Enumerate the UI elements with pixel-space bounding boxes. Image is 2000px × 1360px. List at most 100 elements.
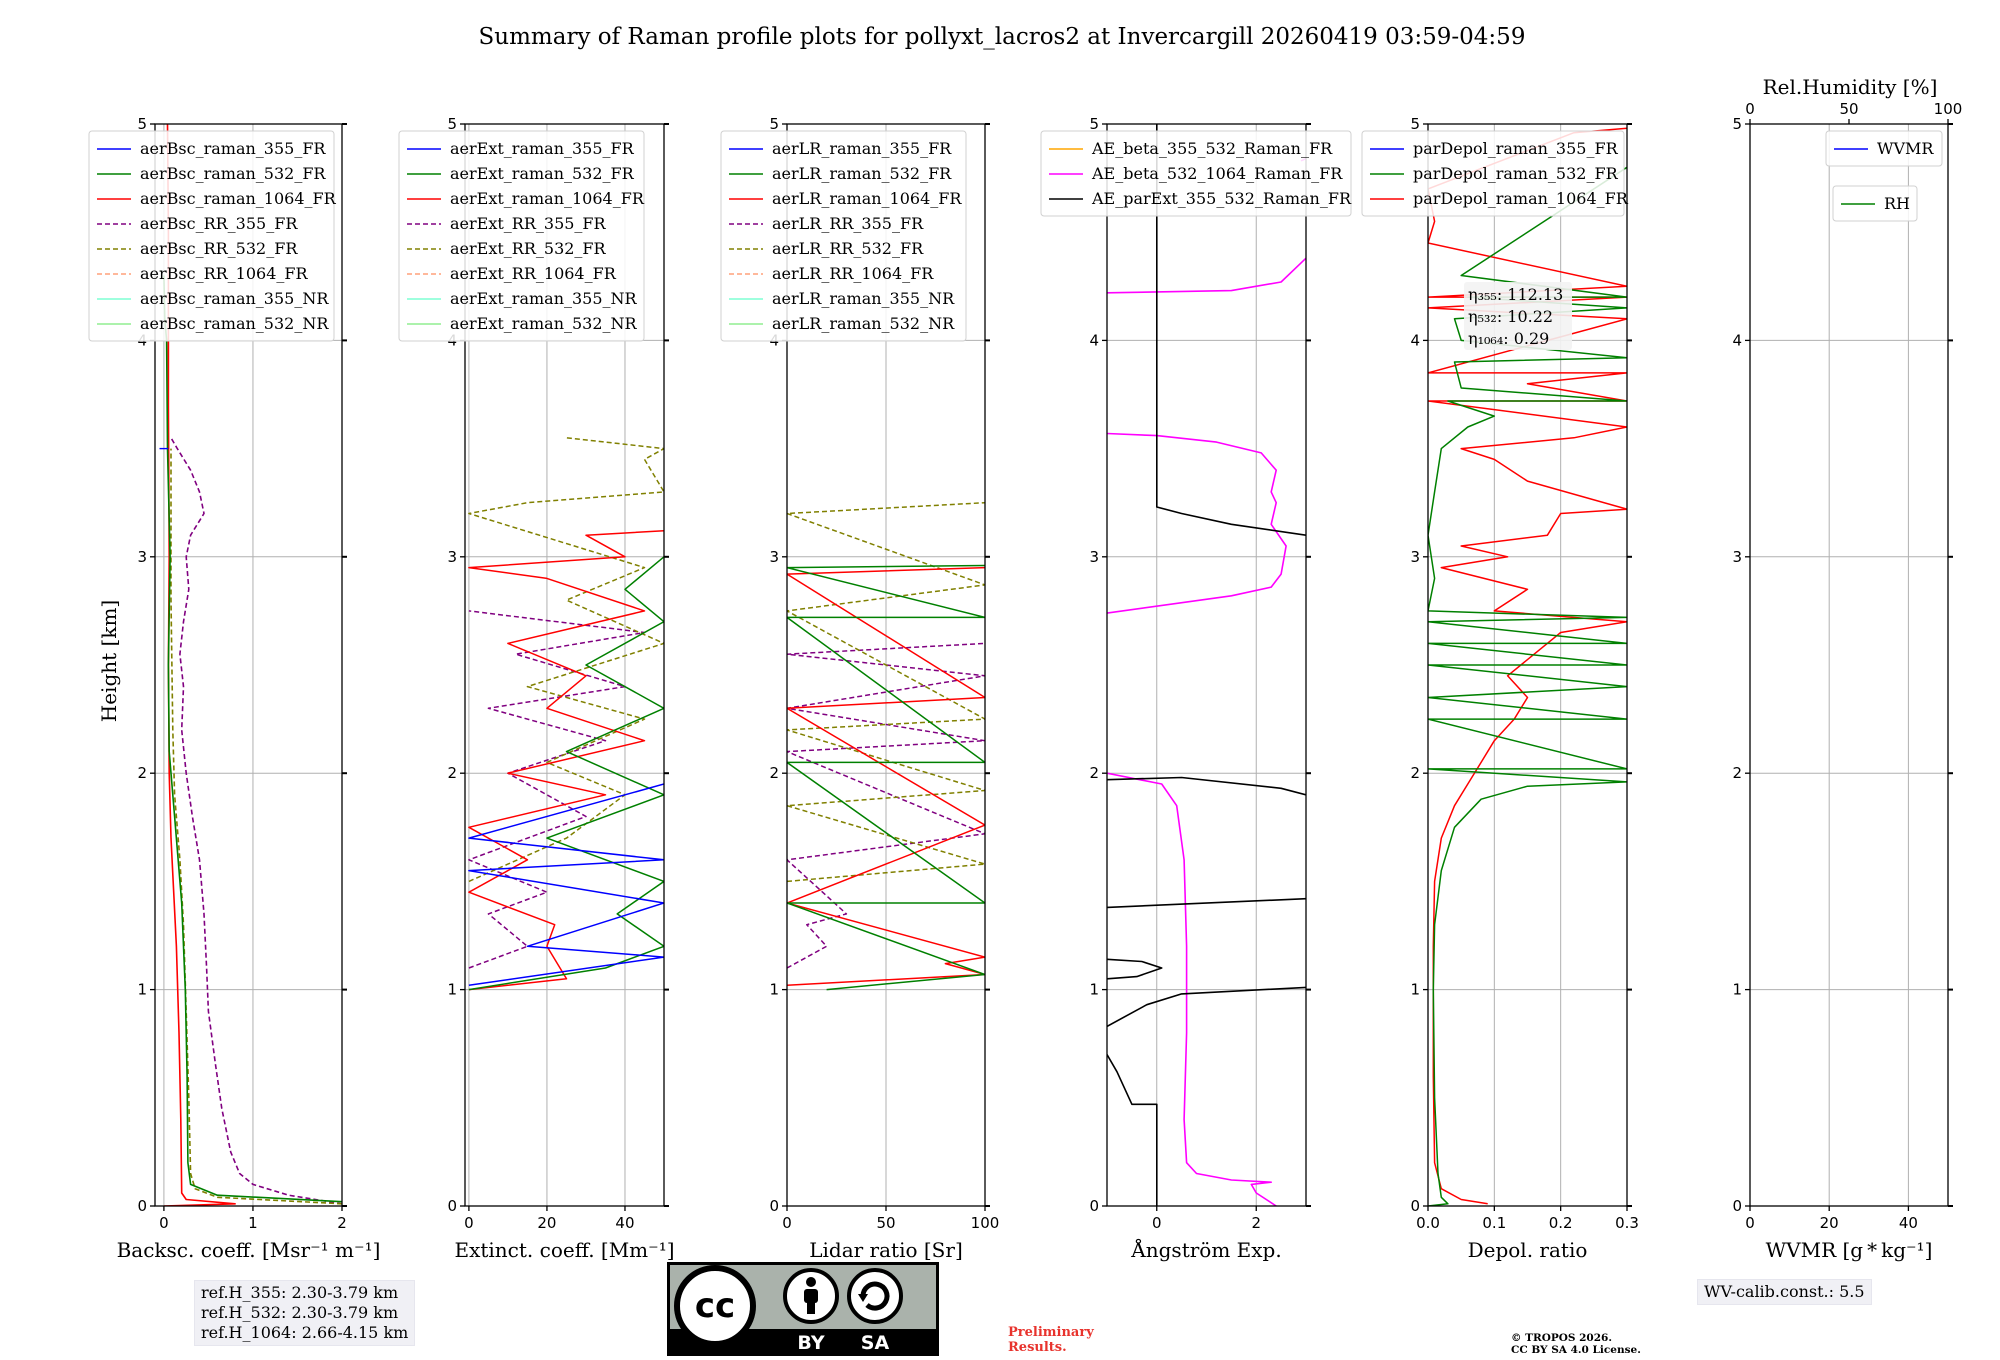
copyright-note: © TROPOS 2026. CC BY SA 4.0 License. bbox=[1511, 1332, 1641, 1356]
y-tick-label: 0 bbox=[769, 1197, 779, 1215]
series-group bbox=[468, 437, 664, 991]
top-x-tick-label: 0 bbox=[1745, 100, 1755, 118]
eta-annotation-box bbox=[1464, 282, 1572, 350]
y-tick-label: 0 bbox=[1089, 1197, 1099, 1215]
eta-annotation: η₃₅₅: 112.13 bbox=[1468, 285, 1563, 304]
panel-ae: 0 1 2 3 4 5 0 2 Ångström Exp. AE_beta_355_532_Ram… bbox=[1040, 115, 1352, 1262]
series-AE_parExt_355_532_Raman_FR_e bbox=[1107, 776, 1306, 796]
legend-entry: aerLR_RR_532_FR bbox=[772, 239, 924, 258]
y-tick-label: 2 bbox=[1732, 764, 1742, 782]
top-x-tick-label: 100 bbox=[1934, 100, 1963, 118]
legend-box bbox=[1825, 130, 1943, 167]
sa-share-alike-icon bbox=[847, 1268, 903, 1324]
legend-box bbox=[720, 130, 967, 342]
x-tick-label: 0 bbox=[1152, 1214, 1162, 1232]
y-tick-label: 1 bbox=[1410, 981, 1420, 999]
x-tick-label: 2 bbox=[1251, 1214, 1261, 1232]
wv-calibration-box: WV-calib.const.: 5.5 bbox=[1697, 1279, 1872, 1305]
x-tick-label: 0.2 bbox=[1549, 1214, 1573, 1232]
legend-entry: aerLR_raman_355_FR bbox=[772, 139, 952, 158]
x-tick-label: 0.1 bbox=[1482, 1214, 1506, 1232]
y-tick-label: 3 bbox=[1732, 548, 1742, 566]
x-tick-label: 1 bbox=[248, 1214, 258, 1232]
legend-entry: aerLR_raman_355_NR bbox=[772, 289, 955, 308]
y-tick-label: 2 bbox=[1410, 764, 1420, 782]
y-tick-label: 2 bbox=[447, 764, 457, 782]
legend-entry: aerLR_RR_355_FR bbox=[772, 214, 924, 233]
plot-frame bbox=[1106, 123, 1307, 1207]
eta-annotation: η₅₃₂: 10.22 bbox=[1468, 307, 1553, 326]
plot-frame bbox=[1427, 123, 1628, 1207]
legend-entry: aerExt_raman_355_FR bbox=[450, 139, 635, 158]
series-AE_beta_532_1064_Raman_FR_top bbox=[1107, 257, 1306, 294]
legend-entry: aerBsc_raman_532_NR bbox=[140, 314, 329, 333]
ref-height-355: ref.H_355: 2.30-3.79 km bbox=[201, 1283, 399, 1302]
y-tick-label: 3 bbox=[769, 548, 779, 566]
series-group bbox=[1107, 124, 1306, 1206]
legend-entry: RH bbox=[1884, 194, 1910, 213]
series-aerLR_raman_532_FR bbox=[787, 564, 985, 991]
cc-by-sa-license-badge: cc BY SA bbox=[667, 1262, 939, 1356]
series-AE_beta_532_1064_Raman_FR bbox=[1107, 772, 1277, 1206]
cc-icon bbox=[674, 1265, 756, 1347]
y-tick-label: 4 bbox=[1732, 331, 1742, 349]
y-tick-label: 0 bbox=[447, 1197, 457, 1215]
y-tick-label: 5 bbox=[1410, 115, 1420, 133]
legend-entry: parDepol_raman_1064_FR bbox=[1413, 189, 1629, 208]
top-x-tick-label: 50 bbox=[1839, 100, 1858, 118]
top-axis-label: Rel.Humidity [%] bbox=[1763, 75, 1938, 99]
series-aerBsc_raman_532_FR bbox=[163, 275, 342, 1203]
legend-entry: WVMR bbox=[1877, 139, 1934, 158]
x-axis-label: Backsc. coeff. [Msr⁻¹ m⁻¹] bbox=[117, 1238, 381, 1262]
y-tick-label: 0 bbox=[1732, 1197, 1742, 1215]
x-axis-label: Depol. ratio bbox=[1468, 1238, 1588, 1262]
legend-entry: aerBsc_RR_1064_FR bbox=[140, 264, 309, 283]
series-group bbox=[159, 124, 342, 1206]
legend-entry: aerExt_RR_1064_FR bbox=[450, 264, 617, 283]
panels: 012345012Backsc. coeff. [Msr⁻¹ m⁻¹]aerBs… bbox=[88, 75, 1963, 1262]
x-axis-label: Lidar ratio [Sr] bbox=[809, 1238, 963, 1262]
legend-entry: aerBsc_raman_532_FR bbox=[140, 164, 326, 183]
y-tick-label: 3 bbox=[1089, 548, 1099, 566]
x-axis-label: Ångström Exp. bbox=[1130, 1237, 1281, 1262]
series-aerLR_raman_1064_FR bbox=[787, 566, 985, 987]
legend-entry: aerExt_raman_1064_FR bbox=[450, 189, 645, 208]
x-tick-label: 50 bbox=[876, 1214, 895, 1232]
preliminary-line-1: Preliminary bbox=[1008, 1325, 1094, 1340]
y-tick-label: 5 bbox=[1732, 115, 1742, 133]
legend-entry: aerExt_raman_532_FR bbox=[450, 164, 635, 183]
legend-entry: AE_beta_532_1064_Raman_FR bbox=[1091, 164, 1343, 183]
reference-height-box: ref.H_355: 2.30-3.79 km ref.H_532: 2.30-… bbox=[194, 1280, 416, 1346]
series-AE_parExt_355_532_Raman_FR bbox=[1107, 1054, 1158, 1206]
series-aerExt_raman_355_FR bbox=[468, 783, 664, 987]
copyright-line-2: CC BY SA 4.0 License. bbox=[1511, 1344, 1641, 1356]
y-axis-label: Height [km] bbox=[97, 600, 121, 722]
legend-entry: aerBsc_raman_355_NR bbox=[140, 289, 329, 308]
x-tick-label: 2 bbox=[337, 1214, 347, 1232]
y-tick-label: 0 bbox=[137, 1197, 147, 1215]
plot-frame bbox=[464, 123, 665, 1207]
y-tick-label: 5 bbox=[769, 115, 779, 133]
y-tick-label: 2 bbox=[1089, 764, 1099, 782]
y-tick-label: 1 bbox=[1089, 981, 1099, 999]
series-aerBsc_RR_355_FR bbox=[170, 437, 342, 1205]
series-aerLR_RR_532_FR bbox=[787, 501, 985, 883]
panel-depol: 0 1 2 3 4 5 0.0 0.1 0.2 0.3 Depol. ratio parDepol_r… bbox=[1361, 115, 1639, 1262]
legend-entry: parDepol_raman_355_FR bbox=[1413, 139, 1619, 158]
series-AE_beta_532_1064_Raman_FR_upper bbox=[1107, 432, 1287, 614]
y-tick-label: 1 bbox=[447, 981, 457, 999]
y-tick-label: 2 bbox=[769, 764, 779, 782]
y-tick-label: 3 bbox=[1410, 548, 1420, 566]
y-tick-label: 1 bbox=[769, 981, 779, 999]
panel-lr: 012345050100Lidar ratio [Sr]aerLR_raman_… bbox=[720, 115, 999, 1262]
y-tick-label: 5 bbox=[1089, 115, 1099, 133]
copyright-line-1: © TROPOS 2026. bbox=[1511, 1332, 1613, 1344]
eta-annotation: η₁₀₆₄: 0.29 bbox=[1468, 329, 1549, 348]
y-tick-label: 2 bbox=[137, 764, 147, 782]
legend-entry: aerExt_raman_355_NR bbox=[450, 289, 638, 308]
y-tick-label: 5 bbox=[447, 115, 457, 133]
legend-entry: aerLR_raman_532_FR bbox=[772, 164, 952, 183]
x-tick-label: 20 bbox=[1820, 1214, 1839, 1232]
series-AE_parExt_355_532_Raman_FR_c bbox=[1107, 958, 1163, 980]
